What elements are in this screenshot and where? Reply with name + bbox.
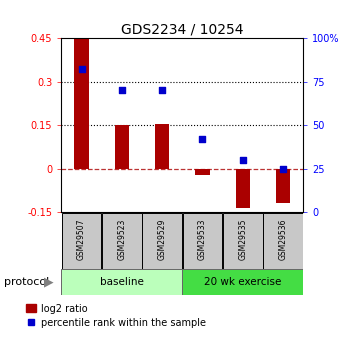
Text: 20 wk exercise: 20 wk exercise [204, 277, 282, 287]
Point [119, 87, 125, 93]
Bar [183, 213, 222, 268]
Bar [195, 169, 209, 175]
Point [280, 166, 286, 171]
Text: baseline: baseline [100, 277, 144, 287]
Text: GSM29523: GSM29523 [117, 219, 126, 260]
Bar [155, 124, 169, 169]
Bar [223, 213, 262, 268]
Bar [236, 169, 250, 208]
Bar [276, 169, 290, 204]
Text: GSM29535: GSM29535 [238, 219, 247, 260]
Point [159, 87, 165, 93]
Text: protocol: protocol [4, 277, 49, 287]
Text: ▶: ▶ [44, 276, 53, 288]
Legend: log2 ratio, percentile rank within the sample: log2 ratio, percentile rank within the s… [26, 304, 205, 328]
Bar [142, 213, 182, 268]
Bar [182, 269, 303, 295]
Bar [115, 125, 129, 169]
Bar [74, 38, 88, 169]
Text: GSM29533: GSM29533 [198, 219, 207, 260]
Point [200, 136, 205, 142]
Bar [263, 213, 303, 268]
Point [79, 67, 84, 72]
Title: GDS2234 / 10254: GDS2234 / 10254 [121, 23, 244, 37]
Bar [62, 213, 101, 268]
Text: GSM29529: GSM29529 [158, 219, 167, 260]
Bar [102, 213, 142, 268]
Text: GSM29507: GSM29507 [77, 219, 86, 260]
Text: GSM29536: GSM29536 [279, 219, 288, 260]
Point [240, 157, 245, 162]
Bar [61, 269, 182, 295]
